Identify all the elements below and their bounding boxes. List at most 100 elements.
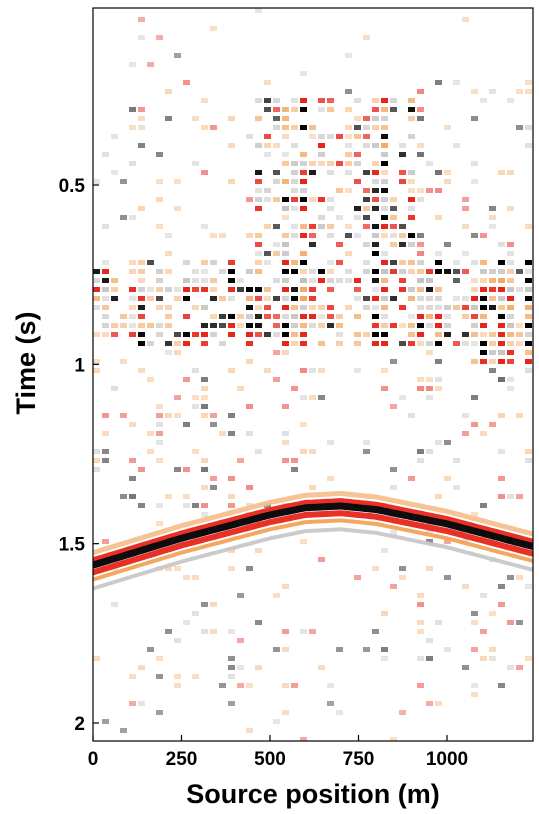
seismic-sample xyxy=(417,602,424,607)
seismic-sample xyxy=(516,620,523,625)
seismic-sample xyxy=(444,440,451,445)
seismic-sample xyxy=(426,386,433,391)
seismic-sample xyxy=(102,287,109,292)
seismic-sample xyxy=(165,494,172,499)
seismic-sample xyxy=(93,278,100,283)
seismic-sample xyxy=(363,215,370,220)
seismic-sample xyxy=(300,314,307,319)
seismic-sample xyxy=(138,206,145,211)
seismic-sample xyxy=(408,134,415,139)
seismic-sample xyxy=(300,170,307,175)
seismic-sample xyxy=(111,296,118,301)
seismic-sample xyxy=(381,125,388,130)
seismic-sample xyxy=(138,701,145,706)
seismic-sample xyxy=(381,152,388,157)
seismic-sample xyxy=(417,305,424,310)
seismic-sample xyxy=(426,287,433,292)
seismic-sample xyxy=(156,296,163,301)
reflector-wavelet-band xyxy=(93,498,533,563)
seismic-sample xyxy=(408,323,415,328)
seismic-sample xyxy=(525,458,532,463)
seismic-sample xyxy=(435,260,442,265)
seismic-sample xyxy=(255,332,262,337)
seismic-sample xyxy=(246,566,253,571)
seismic-sample xyxy=(480,359,487,364)
seismic-sample xyxy=(228,503,235,508)
seismic-sample xyxy=(354,368,361,373)
seismic-sample xyxy=(165,350,172,355)
seismic-sample xyxy=(327,206,334,211)
seismic-sample xyxy=(246,404,253,409)
seismic-sample xyxy=(381,179,388,184)
seismic-sample xyxy=(282,710,289,715)
seismic-sample xyxy=(372,125,379,130)
seismic-sample xyxy=(336,134,343,139)
seismic-sample xyxy=(453,485,460,490)
seismic-sample xyxy=(300,368,307,373)
seismic-sample xyxy=(138,665,145,670)
seismic-sample xyxy=(354,179,361,184)
seismic-sample xyxy=(399,710,406,715)
seismic-sample xyxy=(102,296,109,301)
seismic-sample xyxy=(372,224,379,229)
seismic-sample xyxy=(291,197,298,202)
seismic-sample xyxy=(327,305,334,310)
seismic-sample xyxy=(390,260,397,265)
seismic-sample xyxy=(507,170,514,175)
seismic-sample xyxy=(435,701,442,706)
seismic-sample xyxy=(408,413,415,418)
seismic-sample xyxy=(444,314,451,319)
seismic-sample xyxy=(120,314,127,319)
seismic-sample xyxy=(507,296,514,301)
seismic-sample xyxy=(372,269,379,274)
seismic-sample xyxy=(147,377,154,382)
seismic-sample xyxy=(327,314,334,319)
seismic-sample xyxy=(372,143,379,148)
seismic-sample xyxy=(399,287,406,292)
seismic-sample xyxy=(282,125,289,130)
seismic-sample xyxy=(309,296,316,301)
seismic-sample xyxy=(138,116,145,121)
seismic-sample xyxy=(471,395,478,400)
seismic-sample xyxy=(156,431,163,436)
seismic-sample xyxy=(498,323,505,328)
seismic-sample xyxy=(264,332,271,337)
seismic-sample xyxy=(417,323,424,328)
seismic-sample xyxy=(237,278,244,283)
seismic-sample xyxy=(264,152,271,157)
seismic-sample xyxy=(489,224,496,229)
seismic-sample xyxy=(453,296,460,301)
seismic-sample xyxy=(372,566,379,571)
seismic-sample xyxy=(237,287,244,292)
seismic-sample xyxy=(426,350,433,355)
seismic-sample xyxy=(525,350,532,355)
seismic-sample xyxy=(471,278,478,283)
seismic-sample xyxy=(381,341,388,346)
seismic-sample xyxy=(192,161,199,166)
seismic-sample xyxy=(183,620,190,625)
seismic-sample xyxy=(246,305,253,310)
seismic-sample xyxy=(381,224,388,229)
seismic-sample xyxy=(327,197,334,202)
seismic-sample xyxy=(498,413,505,418)
seismic-sample xyxy=(273,242,280,247)
seismic-sample xyxy=(156,305,163,310)
seismic-sample xyxy=(291,107,298,112)
seismic-sample xyxy=(210,260,217,265)
seismic-sample xyxy=(201,413,208,418)
seismic-sample xyxy=(291,341,298,346)
seismic-sample xyxy=(381,269,388,274)
seismic-sample xyxy=(372,161,379,166)
seismic-sample xyxy=(399,278,406,283)
seismic-sample xyxy=(255,548,262,553)
seismic-sample xyxy=(345,188,352,193)
seismic-sample xyxy=(318,341,325,346)
seismic-sample xyxy=(264,134,271,139)
seismic-sample xyxy=(489,341,496,346)
seismic-sample xyxy=(255,116,262,121)
seismic-sample xyxy=(453,80,460,85)
seismic-sample xyxy=(444,476,451,481)
seismic-sample xyxy=(291,233,298,238)
seismic-sample xyxy=(435,494,442,499)
seismic-sample xyxy=(408,233,415,238)
